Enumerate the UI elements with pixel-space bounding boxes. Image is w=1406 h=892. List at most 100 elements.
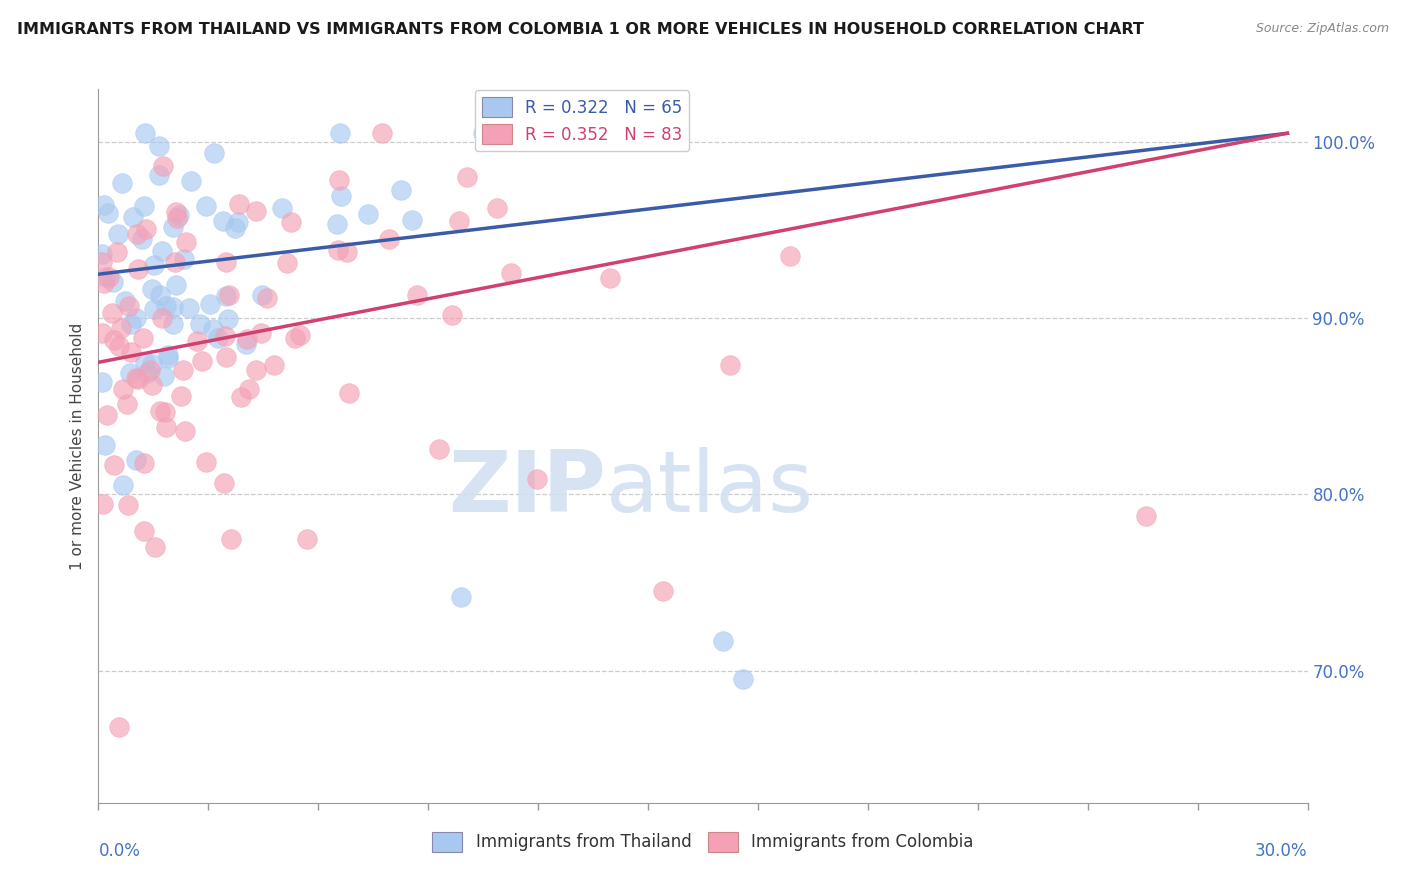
Point bbox=[218, 288, 240, 302]
Point bbox=[219, 532, 242, 546]
Text: 0.0%: 0.0% bbox=[98, 842, 141, 860]
Point bbox=[173, 252, 195, 266]
Point bbox=[599, 270, 621, 285]
Point bbox=[202, 145, 225, 160]
Point bbox=[371, 126, 394, 140]
Point bbox=[238, 382, 260, 396]
Point bbox=[97, 269, 120, 284]
Point bbox=[711, 633, 734, 648]
Point bbox=[357, 207, 380, 221]
Point bbox=[207, 331, 229, 345]
Point bbox=[162, 301, 184, 315]
Point bbox=[97, 206, 120, 220]
Point bbox=[141, 357, 163, 371]
Point bbox=[143, 301, 166, 316]
Point bbox=[733, 673, 755, 687]
Point bbox=[163, 255, 186, 269]
Point bbox=[401, 212, 423, 227]
Point bbox=[191, 353, 214, 368]
Point bbox=[94, 269, 117, 284]
Point bbox=[127, 261, 149, 276]
Point bbox=[152, 159, 174, 173]
Point bbox=[108, 339, 131, 353]
Point bbox=[101, 306, 124, 320]
Legend: Immigrants from Thailand, Immigrants from Colombia: Immigrants from Thailand, Immigrants fro… bbox=[426, 825, 980, 859]
Point bbox=[110, 321, 132, 335]
Point bbox=[201, 321, 224, 335]
Point bbox=[336, 244, 359, 259]
Point bbox=[127, 372, 149, 386]
Point bbox=[195, 455, 218, 469]
Point bbox=[135, 222, 157, 236]
Point bbox=[134, 126, 156, 140]
Point bbox=[256, 291, 278, 305]
Point bbox=[166, 211, 188, 226]
Point bbox=[148, 138, 170, 153]
Point bbox=[228, 196, 250, 211]
Point bbox=[326, 243, 349, 257]
Point bbox=[280, 215, 302, 229]
Point bbox=[290, 327, 312, 342]
Point bbox=[107, 227, 129, 241]
Point bbox=[337, 386, 360, 401]
Point bbox=[162, 219, 184, 234]
Point bbox=[427, 442, 450, 456]
Point bbox=[118, 366, 141, 380]
Y-axis label: 1 or more Vehicles in Household: 1 or more Vehicles in Household bbox=[69, 322, 84, 570]
Point bbox=[153, 369, 176, 384]
Text: IMMIGRANTS FROM THAILAND VS IMMIGRANTS FROM COLOMBIA 1 OR MORE VEHICLES IN HOUSE: IMMIGRANTS FROM THAILAND VS IMMIGRANTS F… bbox=[17, 22, 1143, 37]
Point bbox=[107, 720, 129, 734]
Point bbox=[165, 205, 187, 219]
Point bbox=[103, 334, 125, 348]
Point bbox=[139, 363, 162, 377]
Point bbox=[135, 367, 157, 381]
Point bbox=[155, 420, 177, 434]
Point bbox=[235, 332, 257, 346]
Point bbox=[198, 297, 221, 311]
Point bbox=[186, 334, 208, 348]
Point bbox=[174, 424, 197, 438]
Point bbox=[263, 358, 285, 372]
Point bbox=[141, 282, 163, 296]
Point bbox=[441, 308, 464, 322]
Point bbox=[117, 299, 139, 313]
Point bbox=[245, 203, 267, 218]
Point bbox=[125, 452, 148, 467]
Point bbox=[226, 214, 249, 228]
Point bbox=[485, 201, 508, 215]
Point bbox=[215, 289, 238, 303]
Point bbox=[121, 210, 143, 224]
Point bbox=[215, 254, 238, 268]
Point bbox=[91, 496, 114, 510]
Point bbox=[245, 363, 267, 377]
Point bbox=[110, 176, 132, 190]
Point bbox=[111, 478, 134, 492]
Point bbox=[162, 317, 184, 331]
Point bbox=[499, 266, 522, 280]
Point bbox=[284, 331, 307, 345]
Point bbox=[326, 217, 349, 231]
Point bbox=[1135, 508, 1157, 523]
Point bbox=[115, 397, 138, 411]
Point bbox=[214, 475, 236, 490]
Text: ZIP: ZIP bbox=[449, 447, 606, 531]
Point bbox=[134, 355, 156, 369]
Point bbox=[456, 169, 478, 184]
Point bbox=[120, 344, 142, 359]
Point bbox=[406, 287, 429, 301]
Point bbox=[149, 287, 172, 301]
Point bbox=[217, 312, 239, 326]
Point bbox=[157, 351, 180, 365]
Point bbox=[276, 256, 298, 270]
Point bbox=[231, 390, 253, 404]
Point bbox=[124, 311, 146, 326]
Point bbox=[103, 458, 125, 472]
Point bbox=[91, 246, 114, 260]
Point bbox=[167, 208, 190, 222]
Point bbox=[195, 199, 218, 213]
Point bbox=[449, 213, 471, 227]
Point bbox=[112, 382, 135, 396]
Point bbox=[149, 404, 172, 418]
Point bbox=[250, 326, 273, 340]
Point bbox=[127, 227, 149, 242]
